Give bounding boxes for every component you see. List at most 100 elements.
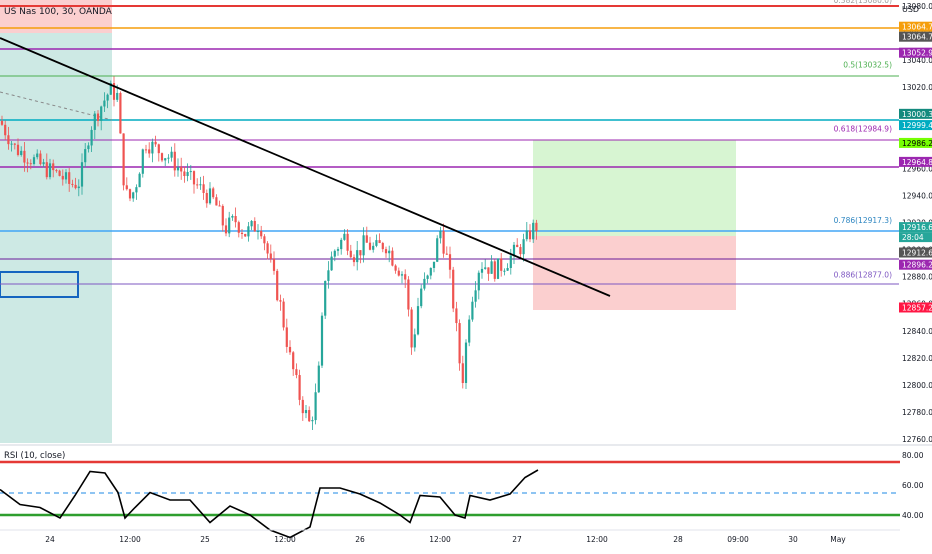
price-tag: 12986.2: [902, 139, 932, 148]
long-stop-zone: [533, 236, 736, 310]
candle-body: [93, 113, 96, 130]
fib-label: 0.5(13032.5): [843, 60, 892, 69]
candle-body: [39, 153, 42, 165]
candle-body: [183, 171, 186, 177]
candle-body: [189, 171, 192, 173]
candle-body: [151, 141, 154, 154]
candle-body: [484, 267, 487, 269]
candle-body: [90, 129, 93, 146]
candle-body: [272, 259, 276, 271]
price-tag-bg: [899, 31, 932, 42]
candle-body: [404, 274, 407, 280]
time-axis[interactable]: 24 12:00 25 12:00 26 12:00 27 12:00 28 09:00 30 May: [45, 535, 846, 544]
candle-body: [32, 157, 36, 165]
candle-body: [237, 222, 240, 233]
price-tick: 12760.0: [902, 435, 932, 444]
time-label: 30: [788, 535, 798, 544]
candle-body: [228, 217, 231, 234]
price-tag: 13052.9: [902, 49, 932, 58]
candle-body: [112, 83, 116, 100]
candle-body: [311, 420, 314, 422]
candle-body: [48, 163, 52, 178]
candle-body: [324, 280, 327, 316]
price-tick: 12880.0: [902, 273, 932, 282]
candle-body: [199, 184, 202, 186]
time-label: 28: [673, 535, 683, 544]
candle-body: [320, 315, 324, 366]
price-tag-bg: [899, 259, 932, 270]
candle-body: [42, 162, 45, 165]
candle-body: [132, 192, 135, 199]
price-tag-bg: [899, 222, 932, 233]
candle-body: [128, 189, 132, 199]
candle-body: [125, 185, 128, 190]
candle-body: [359, 250, 362, 256]
candle-body: [180, 166, 183, 172]
candle-body: [292, 352, 295, 370]
candle-body: [240, 232, 244, 234]
candle-body: [308, 410, 311, 422]
time-label: 24: [45, 535, 55, 544]
candle-body: [397, 270, 400, 276]
price-tag-bg: [899, 156, 932, 167]
candle-body: [525, 230, 528, 240]
candle-body: [58, 170, 61, 176]
candle-body: [26, 162, 29, 164]
candle-body: [148, 149, 151, 154]
candle-body: [426, 275, 429, 279]
candles: [0, 76, 538, 430]
price-tick: 13080.0: [902, 2, 932, 11]
candle-body: [157, 144, 160, 154]
price-tag: 12916.6: [902, 223, 932, 232]
price-tag-bg: [899, 21, 932, 32]
candle-body: [410, 309, 413, 348]
candle-body: [493, 261, 496, 279]
candle-body: [420, 288, 423, 307]
price-tag: 13064.7: [902, 33, 932, 42]
candle-body: [503, 270, 506, 272]
candle-body: [208, 188, 212, 204]
trendline[interactable]: [0, 37, 611, 297]
candle-body: [138, 173, 141, 188]
candle-body: [122, 133, 125, 186]
candle-body: [20, 150, 23, 155]
candle-body: [439, 231, 442, 239]
candle-body: [362, 235, 365, 256]
candle-body: [16, 144, 20, 155]
candle-body: [141, 149, 144, 174]
candle-body: [295, 369, 298, 376]
rsi-tick: 60.00: [902, 481, 924, 490]
candle-body: [423, 278, 426, 289]
candle-body: [458, 323, 461, 364]
candle-body: [263, 236, 266, 244]
price-tag: 12964.8: [902, 158, 932, 167]
candle-body: [388, 250, 391, 254]
candle-body: [333, 250, 336, 257]
price-tag: 12857.2: [902, 303, 932, 312]
candle-body: [375, 240, 378, 246]
candle-body: [487, 267, 490, 274]
candle-body: [160, 153, 164, 161]
candle-body: [84, 149, 87, 163]
candle-body: [512, 244, 516, 256]
candle-body: [477, 272, 480, 291]
candle-body: [336, 249, 340, 251]
price-tick: 12780.0: [902, 408, 932, 417]
price-tick: 12840.0: [902, 327, 932, 336]
candle-body: [532, 222, 535, 240]
candle-body: [413, 334, 416, 348]
candle-body: [432, 261, 436, 268]
candle-body: [314, 392, 317, 421]
candle-body: [68, 172, 71, 184]
candle-body: [29, 163, 32, 165]
fib-label: 0.382(13080.0): [834, 0, 892, 5]
candle-body: [448, 254, 452, 270]
candle-body: [154, 141, 157, 145]
candle-body: [167, 157, 170, 159]
candle-body: [215, 197, 218, 206]
candle-body: [234, 216, 237, 223]
candle-body: [135, 187, 138, 193]
